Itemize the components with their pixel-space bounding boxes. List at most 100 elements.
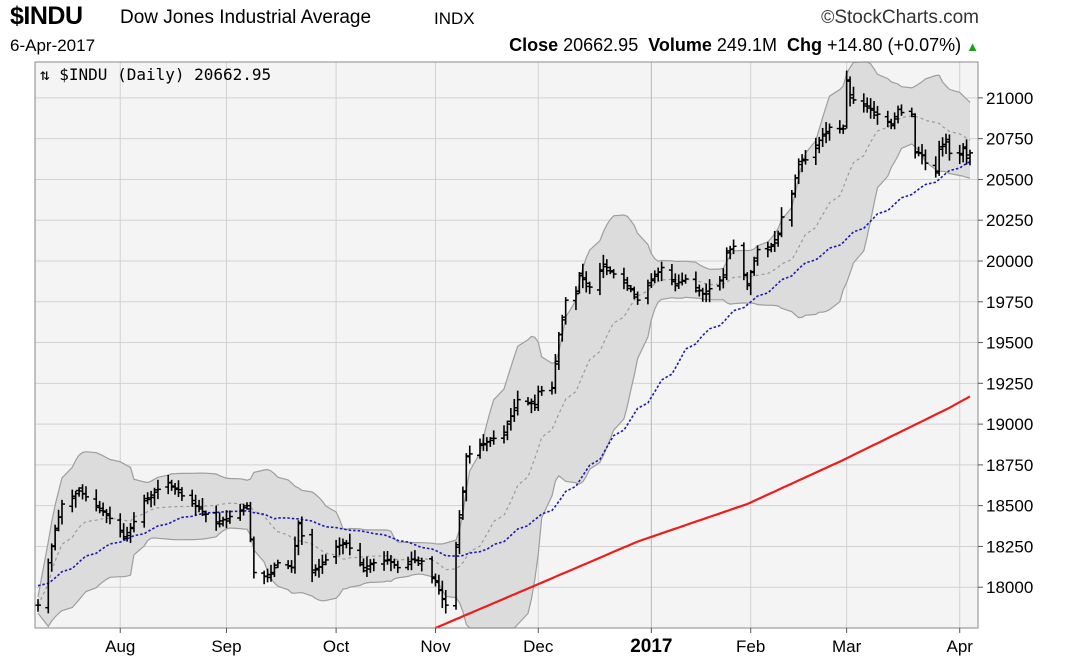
ohlc-bar xyxy=(812,137,819,165)
x-tick-label: Dec xyxy=(523,637,554,656)
ohlc-bar xyxy=(860,93,867,113)
ohlc-bar xyxy=(775,230,782,247)
ohlc-bar xyxy=(271,562,278,578)
ohlc-bar xyxy=(884,110,891,128)
ohlc-bar xyxy=(439,580,446,609)
bollinger-upper xyxy=(37,61,971,598)
ohlc-bar xyxy=(603,259,610,276)
ohlc-bar xyxy=(514,390,521,416)
ohlc-bar xyxy=(740,242,747,281)
ohlc-bar xyxy=(648,273,655,288)
ohlc-bar xyxy=(103,509,110,524)
ohlc-bar xyxy=(432,573,439,587)
ohlc-bar xyxy=(620,267,627,290)
ohlc-bar xyxy=(771,230,778,252)
x-tick-label: Oct xyxy=(323,637,350,656)
instrument-name: Dow Jones Industrial Average xyxy=(120,7,372,28)
ohlc-bar xyxy=(799,154,806,173)
ohlc-bar xyxy=(415,556,422,566)
ohlc-bar xyxy=(213,505,220,531)
ohlc-bar xyxy=(511,399,518,422)
ohlc-bar xyxy=(778,207,785,238)
ohlc-bar xyxy=(644,279,651,305)
volume-label: Volume xyxy=(648,35,712,55)
ohlc-bar xyxy=(168,479,175,491)
y-tick-label: 19000 xyxy=(986,415,1033,434)
ohlc-bar xyxy=(501,425,507,444)
ohlc-bar xyxy=(154,479,161,500)
ohlc-bar xyxy=(936,140,943,176)
ohlc-bar xyxy=(538,385,545,396)
ohlc-bar xyxy=(768,242,775,253)
ohlc-bar xyxy=(250,536,257,579)
ohlc-bar xyxy=(96,500,103,514)
ohlc-bar xyxy=(850,86,857,104)
ohlc-bar xyxy=(826,123,833,141)
ohlc-bar xyxy=(634,291,641,305)
ohlc-bar xyxy=(586,281,593,295)
ohlc-bar xyxy=(651,270,658,284)
ohlc-bar xyxy=(956,144,963,165)
ohlc-bar xyxy=(607,266,614,275)
symbol-title: $INDU xyxy=(10,2,83,30)
ohlc-bar xyxy=(196,499,203,513)
x-tick-label: Apr xyxy=(946,637,973,656)
y-tick-label: 19750 xyxy=(986,293,1033,312)
close-label: Close xyxy=(509,35,559,55)
ohlc-bar xyxy=(117,513,124,538)
ohlc-bar xyxy=(867,98,874,119)
ohlc-bar xyxy=(295,520,302,556)
ohlc-bar xyxy=(319,554,326,574)
y-tick-label: 19250 xyxy=(986,374,1033,393)
ohlc-bar xyxy=(76,487,83,497)
ohlc-bar xyxy=(840,124,847,134)
copyright-icon: © xyxy=(821,7,835,27)
volume-value: 249.1M xyxy=(716,35,777,55)
ohlc-bar xyxy=(360,558,367,573)
ohlc-bar xyxy=(370,558,377,572)
ohlc-bar xyxy=(172,482,179,495)
ohlc-bar xyxy=(795,158,802,185)
bollinger-mid xyxy=(37,115,971,606)
ohlc-bar xyxy=(456,510,463,554)
ohlc-bar xyxy=(596,262,603,296)
y-tick-label: 20250 xyxy=(986,211,1033,230)
ohlc-bar xyxy=(384,550,391,565)
ohlc-bar xyxy=(579,263,586,289)
ohlc-bar xyxy=(610,269,617,279)
ohlc-bar xyxy=(189,489,196,507)
ohlc-bar xyxy=(706,279,713,303)
ohlc-bar xyxy=(202,510,209,523)
chg-label: Chg xyxy=(786,35,822,55)
x-axis: Aug Sep Oct Nov Dec 2017 Feb Mar Apr xyxy=(105,628,973,657)
ohlc-bar xyxy=(871,101,878,119)
x-tick-label: Nov xyxy=(420,637,451,656)
up-arrow-icon: ▲ xyxy=(966,39,979,54)
x-tick-label: Feb xyxy=(736,637,765,656)
ohlc-bar xyxy=(223,510,230,529)
ohlc-bar xyxy=(720,268,727,289)
y-tick-label: 18000 xyxy=(986,578,1033,597)
ohlc-bar xyxy=(58,499,65,525)
ohlc-bar xyxy=(524,397,531,406)
brand-logo[interactable]: ©StockCharts.com xyxy=(821,7,979,29)
ohlc-bar xyxy=(847,76,854,107)
ohlc-bar xyxy=(466,445,473,464)
ohlc-bar xyxy=(562,297,569,325)
ohlc-bar xyxy=(490,430,497,445)
ohlc-bar xyxy=(429,556,436,584)
close-value: 20662.95 xyxy=(563,35,639,55)
ohlc-bar xyxy=(747,269,754,296)
ohlc-bar xyxy=(151,487,158,506)
ohlc-bar xyxy=(199,497,206,516)
ohlc-bar xyxy=(668,263,675,286)
ohlc-bar xyxy=(127,523,134,543)
ohlc-bar xyxy=(69,489,76,513)
ohlc-bar xyxy=(418,557,425,572)
ohlc-bar xyxy=(692,271,699,293)
ohlc-bar xyxy=(394,560,401,574)
ohlc-bar xyxy=(730,239,737,255)
bollinger-fill xyxy=(38,62,970,628)
ohlc-bar xyxy=(357,542,364,567)
